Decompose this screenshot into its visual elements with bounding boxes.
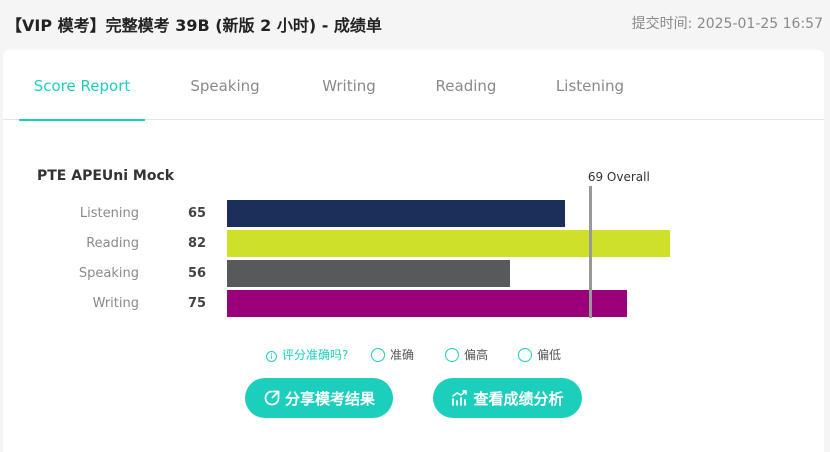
page-title: 【VIP 模考】完整模考 39B (新版 2 小时) - 成绩单 [6,16,382,35]
view-analysis-label: 查看成绩分析 [473,389,564,408]
tab-speaking[interactable]: Speaking [190,77,260,95]
score-value-writing: 75 [188,296,207,311]
radio-icon[interactable] [445,348,459,362]
report-card: Score Report Speaking Writing Reading Li… [3,50,824,452]
option-too-low-label: 偏低 [537,348,562,362]
score-value-speaking: 56 [188,266,207,281]
score-bar-reading [227,230,670,257]
option-accurate[interactable]: 准确 [371,346,414,363]
tab-score-report[interactable]: Score Report [19,50,145,121]
score-bar-writing [227,290,627,317]
option-too-high[interactable]: 偏高 [445,346,488,363]
category-label-reading: Reading [86,236,139,251]
share-result-label: 分享模考结果 [284,389,375,408]
share-result-button[interactable]: 分享模考结果 [245,378,393,418]
tab-listening[interactable]: Listening [555,77,625,95]
category-label-listening: Listening [79,206,139,221]
score-value-reading: 82 [188,236,207,251]
category-label-writing: Writing [92,296,139,311]
info-icon: i [266,351,277,362]
overall-score-label: 69 Overall [587,170,650,184]
score-bar-speaking [227,260,510,287]
analysis-chart-icon [452,390,468,406]
category-label-speaking: Speaking [78,266,139,281]
radio-icon[interactable] [371,348,385,362]
score-value-listening: 65 [188,206,207,221]
accuracy-question-label: 评分准确吗? [282,348,349,362]
overall-marker-line [588,186,592,318]
view-analysis-button[interactable]: 查看成绩分析 [433,378,582,418]
tab-bar: Score Report Speaking Writing Reading Li… [3,50,824,121]
option-accurate-label: 准确 [390,348,415,362]
tab-reading[interactable]: Reading [435,77,497,95]
score-bar-listening [227,200,566,227]
tab-writing[interactable]: Writing [322,77,376,95]
option-too-high-label: 偏高 [464,348,489,362]
mock-title: PTE APEUni Mock [37,168,175,184]
accuracy-question: i 评分准确吗? [266,346,348,363]
option-too-low[interactable]: 偏低 [518,346,561,363]
share-icon [264,390,280,406]
radio-icon[interactable] [518,348,532,362]
top-bar: 【VIP 模考】完整模考 39B (新版 2 小时) - 成绩单 提交时间: 2… [0,0,830,46]
submit-time: 提交时间: 2025-01-25 16:57 [631,16,823,32]
